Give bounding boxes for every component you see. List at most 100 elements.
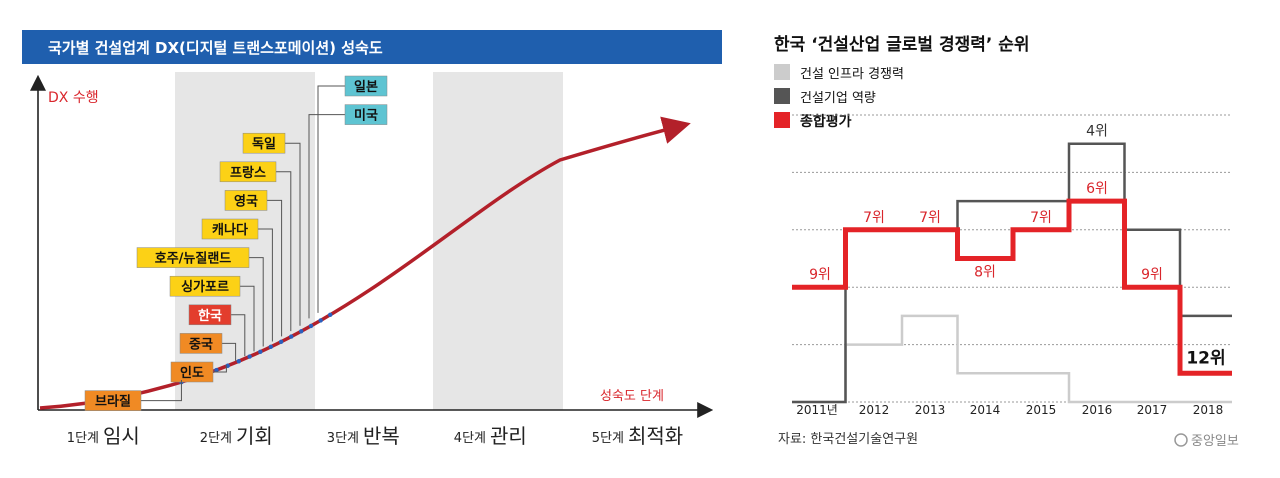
country-name: 싱가포르 [181, 280, 229, 295]
curve-dot [247, 354, 252, 359]
y-axis-label: DX 수행 [48, 90, 99, 106]
x-tick-label: 2018 [1193, 403, 1224, 417]
dx-curve [39, 116, 691, 410]
curve-dot [289, 334, 294, 339]
curve-dot [258, 349, 263, 355]
leader-line [249, 257, 264, 347]
legend-label: 종합평가 [800, 113, 852, 130]
legend-item: 건설기업 역량 [774, 88, 876, 106]
x-tick-label: 2011년 [796, 403, 838, 417]
title-bar [22, 30, 722, 64]
country-name: 독일 [252, 137, 276, 152]
country-box [344, 75, 388, 97]
stage-label: 5단계 최적화 [592, 424, 683, 448]
curve-dot [278, 339, 284, 344]
x-axis-label: 성숙도 단계 [600, 389, 664, 404]
legend-label: 건설 인프라 경쟁력 [800, 67, 904, 82]
country-label: 캐나다 [201, 218, 273, 342]
rank-label: 6위 [1086, 181, 1108, 197]
stage-name: 최적화 [628, 424, 683, 448]
x-tick-label: 2016 [1082, 403, 1113, 417]
right-chart-title: 한국 ‘건설산업 글로벌 경쟁력’ 순위 [774, 35, 1030, 55]
stage-label: 4단계 관리 [454, 424, 527, 448]
country-box [201, 218, 259, 240]
stage-number: 1단계 [67, 431, 99, 446]
country-label: 한국 [188, 304, 246, 357]
country-box [188, 304, 232, 326]
country-label: 미국 [308, 104, 388, 319]
stage-name: 반복 [363, 424, 400, 448]
leader-line [213, 365, 227, 373]
stage4-band [433, 72, 563, 410]
country-box [219, 161, 277, 183]
leader-line [141, 380, 182, 402]
source-note: 자료: 한국건설기술연구원 [778, 432, 918, 447]
curve-dot [299, 329, 304, 334]
country-box [224, 190, 268, 211]
rank-label: 7위 [863, 210, 885, 226]
legend-swatch [774, 88, 790, 104]
stage-number: 5단계 [592, 431, 624, 446]
leader-line [285, 142, 301, 326]
rank-label: 12위 [1186, 348, 1225, 368]
leader-line [222, 342, 237, 361]
series-line [792, 198, 1232, 376]
leader-line [240, 285, 255, 352]
publisher-name: 중앙일보 [1191, 434, 1239, 449]
country-box [170, 361, 214, 383]
curve-dot [318, 318, 323, 323]
rank-label: 7위 [919, 210, 941, 226]
country-label: 독일 [242, 132, 301, 326]
series-line [792, 314, 1232, 404]
rank-label: 9위 [1141, 267, 1163, 283]
country-label: 인도 [170, 361, 227, 383]
country-box [136, 247, 250, 268]
x-tick-label: 2014 [970, 403, 1001, 417]
country-name: 영국 [234, 194, 258, 209]
stage-label: 2단계 기회 [200, 424, 273, 448]
country-label: 브라질 [84, 380, 182, 411]
country-label: 중국 [179, 333, 237, 361]
country-box [344, 104, 388, 125]
country-label: 일본 [317, 75, 388, 313]
x-tick-label: 2013 [915, 403, 946, 417]
legend-swatch [774, 112, 790, 128]
rank-label: 9위 [809, 267, 831, 283]
leader-line [267, 199, 283, 337]
x-tick-label: 2012 [859, 403, 890, 417]
dx-maturity-svg: 국가별 건설업계 DX(디지털 트랜스포메이션) 성숙도 DX 수행 성숙도 단… [22, 30, 722, 448]
left-chart-title: 국가별 건설업계 DX(디지털 트랜스포메이션) 성숙도 [48, 39, 383, 57]
stage-name: 관리 [490, 424, 527, 448]
legend-item: 건설 인프라 경쟁력 [774, 64, 904, 82]
country-label: 프랑스 [219, 161, 292, 332]
country-name: 한국 [198, 308, 222, 324]
x-tick-label: 2015 [1026, 403, 1057, 417]
stage-name: 임시 [103, 424, 140, 448]
curve-dot [268, 344, 273, 350]
stage-number: 3단계 [327, 431, 359, 446]
curve-dot [327, 312, 333, 318]
stage-number: 2단계 [200, 431, 232, 446]
curve-dot [214, 367, 219, 373]
x-tick-label: 2017 [1137, 403, 1168, 417]
country-name: 일본 [354, 80, 378, 95]
stage-number: 4단계 [454, 431, 486, 446]
publisher-logo: 중앙일보 [1174, 433, 1239, 449]
country-label: 싱가포르 [169, 275, 255, 352]
legend-label: 건설기업 역량 [800, 91, 876, 106]
country-name: 브라질 [95, 394, 131, 410]
country-box [179, 333, 223, 354]
leader-line [317, 85, 345, 313]
series-line [792, 142, 1232, 404]
country-box [169, 275, 241, 297]
country-name: 인도 [180, 365, 204, 381]
leader-line [308, 114, 345, 319]
country-name: 캐나다 [212, 222, 248, 238]
curve-dot [236, 359, 241, 364]
country-label: 영국 [224, 190, 283, 337]
stage-label: 3단계 반복 [327, 424, 400, 448]
rank-label: 4위 [1086, 124, 1108, 140]
country-box [84, 390, 142, 411]
